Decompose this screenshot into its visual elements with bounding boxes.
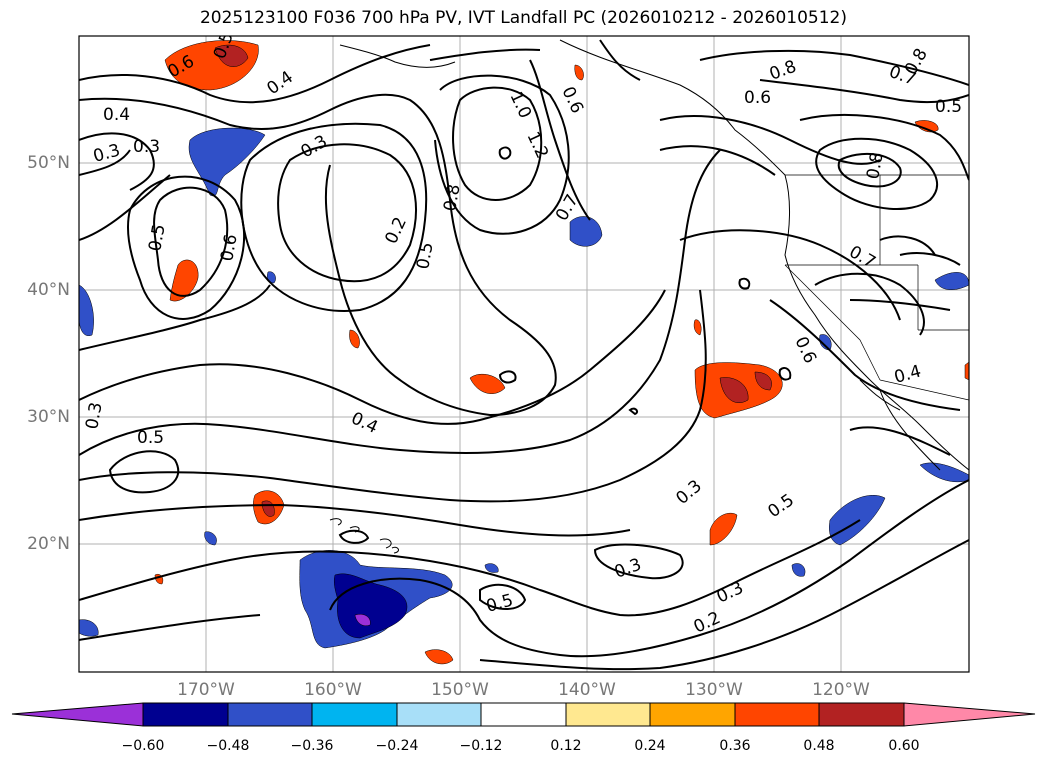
contour-label: 0.5: [413, 241, 437, 271]
contour-label: 0.4: [103, 105, 130, 125]
colorbar-tick: 0.48: [803, 738, 835, 754]
lon-label: 170°W: [177, 680, 235, 700]
pv-anomaly-fills: [79, 40, 969, 665]
lon-label: 120°W: [812, 680, 870, 700]
colorbar-segment: [480, 702, 567, 727]
contour-label: 0.5: [935, 97, 962, 117]
contour-label: 1.0: [505, 89, 535, 122]
contour-label: 0.8: [767, 57, 799, 85]
colorbar-tick: 0.12: [550, 738, 582, 754]
colorbar-extend-low: [11, 702, 144, 727]
colorbar-segment: [311, 702, 398, 727]
lat-label: 40°N: [27, 280, 70, 300]
map-title: 2025123100 F036 700 hPa PV, IVT Landfall…: [199, 8, 847, 28]
contour-label: 0.3: [612, 555, 644, 583]
lon-label: 130°W: [685, 680, 743, 700]
contour-label: 0.5: [145, 223, 169, 253]
colorbar-tick: −0.12: [459, 738, 503, 754]
contour-label: 0.7: [846, 242, 879, 273]
colorbar-segment: [565, 702, 651, 727]
colorbar-extend-high: [903, 702, 1036, 727]
lat-label: 20°N: [27, 534, 70, 554]
contour-label: 0.3: [298, 131, 331, 162]
contour-label: 0.3: [82, 401, 106, 431]
colorbar-tick: 0.36: [719, 738, 751, 754]
lon-label: 160°W: [304, 680, 362, 700]
colorbar-tick: −0.60: [121, 738, 165, 754]
contour-label: 0.4: [348, 408, 381, 438]
contour-label: 0.3: [133, 137, 160, 157]
colorbar-segment: [734, 702, 820, 727]
colorbar: [11, 702, 1036, 727]
colorbar-segment: [649, 702, 736, 727]
colorbar-segment: [227, 702, 313, 727]
contour-label: 0.4: [892, 362, 923, 388]
colorbar-tick: 0.60: [888, 738, 920, 754]
colorbar-segment: [396, 702, 482, 727]
contour-label: 0.5: [137, 428, 164, 448]
colorbar-tick: −0.36: [290, 738, 334, 754]
pv-contours: [79, 39, 969, 671]
contour-label: 0.4: [263, 67, 297, 99]
map-frame: [78, 35, 970, 673]
colorbar-segment: [142, 702, 229, 727]
colorbar-segment: [818, 702, 905, 727]
contour-label: 0.6: [217, 233, 241, 263]
colorbar-tick: 0.24: [634, 738, 666, 754]
contour-label: 0.2: [381, 214, 411, 247]
contour-label: 0.6: [557, 84, 587, 117]
contour-label: 0.6: [744, 88, 771, 108]
contour-label: 0.6: [790, 334, 820, 367]
contour-label: 0.3: [714, 578, 747, 608]
borders: [784, 174, 969, 401]
coastline: [329, 39, 969, 554]
contour-label: 0.8: [440, 183, 464, 213]
lat-label: 50°N: [27, 153, 70, 173]
contour-label: 0.2: [691, 608, 724, 638]
contour-label: 0.5: [764, 490, 798, 522]
contour-label: 1.2: [522, 129, 552, 162]
lat-label: 30°N: [27, 407, 70, 427]
colorbar-tick: −0.48: [206, 738, 250, 754]
lon-label: 150°W: [431, 680, 489, 700]
contour-label: 0.3: [672, 476, 706, 509]
contour-label: 0.8: [863, 151, 887, 181]
contour-label: 0.5: [484, 591, 515, 617]
colorbar-tick: −0.24: [375, 738, 419, 754]
contour-labels: 0.6 0.5 0.4 0.4 0.3 0.3 0.5 0.6 0.3 0.2 …: [82, 36, 962, 638]
lon-label: 140°W: [558, 680, 616, 700]
